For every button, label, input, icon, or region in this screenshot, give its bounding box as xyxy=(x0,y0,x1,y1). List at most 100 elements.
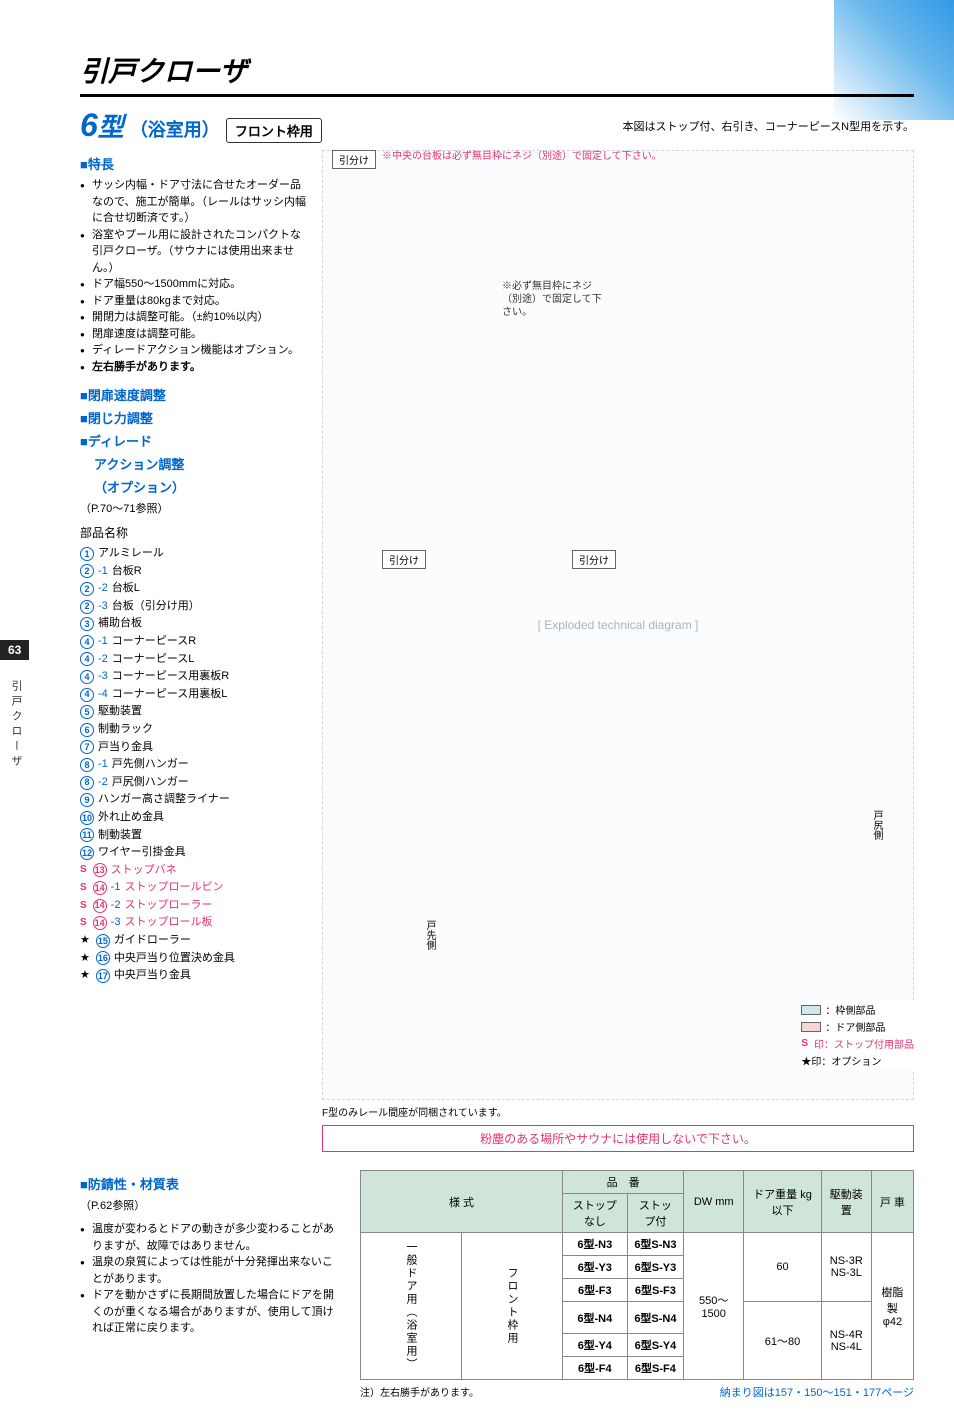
part-item: S14-2 ストップローラー xyxy=(80,897,310,915)
weight-cell: 60 xyxy=(744,1233,822,1302)
drive-cell: NS-3R NS-3L xyxy=(821,1233,871,1302)
model-no-cell: 6型-Y3 xyxy=(563,1256,628,1279)
legend-frame-text: ：枠側部品 xyxy=(825,1002,875,1017)
top-note: 本図はストップ付、右引き、コーナーピースN型用を示す。 xyxy=(622,118,914,134)
part-label: 制動装置 xyxy=(98,827,142,845)
parts-list: 1 アルミレール2-1 台板R2-2 台板L2-3 台板（引分け用）3 補助台板… xyxy=(80,545,310,985)
model-no-cell: 6型-Y4 xyxy=(563,1334,628,1357)
dw-cell: 550〜1500 xyxy=(684,1233,744,1380)
feature-item: 浴室やプール用に設計されたコンパクトな引戸クローザ。（サウナには使用出来ません。… xyxy=(80,227,310,277)
part-item: S13 ストップバネ xyxy=(80,862,310,880)
model-stop-cell: 6型S-N4 xyxy=(627,1302,684,1334)
legend-frame-swatch xyxy=(801,1005,821,1015)
part-sub: -1 xyxy=(98,756,108,774)
material-note: ドアを動かさずに長期間放置した場合にドアを開くのが重くなる場合がありますが、使用… xyxy=(80,1287,340,1337)
part-item: ★17 中央戸当り金具 xyxy=(80,967,310,985)
spec-table: 様 式 品 番 DW mm ドア重量 kg以下 駆動装置 戸 車 ストップなし … xyxy=(360,1170,914,1380)
part-number-circle: 4 xyxy=(80,688,94,702)
part-sub: -2 xyxy=(98,651,108,669)
part-item: ★15 ガイドローラー xyxy=(80,932,310,950)
style-cell-1: 一般ドア用（浴室用） xyxy=(361,1233,462,1380)
part-label: 駆動装置 xyxy=(98,703,142,721)
adjust-heading-2: ■閉じ力調整 xyxy=(80,408,310,427)
part-item: 2-3 台板（引分け用） xyxy=(80,598,310,616)
model-stop-cell: 6型S-F4 xyxy=(627,1357,684,1380)
part-item: 10 外れ止め金具 xyxy=(80,809,310,827)
features-list: サッシ内幅・ドア寸法に合せたオーダー品なので、施工が簡単。（レールはサッシ内幅に… xyxy=(80,177,310,375)
s-mark-icon: S xyxy=(80,898,87,914)
hikiwake-label-2: 引分け xyxy=(382,550,426,569)
part-label: 戸当り金具 xyxy=(98,739,153,757)
part-item: 2-2 台板L xyxy=(80,580,310,598)
part-label: ストップロールピン xyxy=(124,879,223,897)
part-number-circle: 2 xyxy=(80,582,94,596)
th-partno: 品 番 xyxy=(563,1171,684,1194)
legend-door-swatch xyxy=(801,1022,821,1032)
center-note-red: ※中央の台板は必ず無目枠にネジ（別途）で固定して下さい。 xyxy=(382,150,662,163)
part-label: ガイドローラー xyxy=(114,932,191,950)
adjust-heading-3b: アクション調整 xyxy=(94,454,310,473)
part-item: S14-1 ストップロールピン xyxy=(80,879,310,897)
th-nostop: ストップなし xyxy=(563,1194,628,1233)
model-no-cell: 6型-F4 xyxy=(563,1357,628,1380)
part-label: 補助台板 xyxy=(98,615,142,633)
th-drive: 駆動装置 xyxy=(821,1171,871,1233)
part-sub: -3 xyxy=(98,598,108,616)
parts-title: 部品名称 xyxy=(80,524,310,541)
part-number-circle: 17 xyxy=(96,969,110,983)
page-container: 引戸クローザ 6型 （浴室用） フロント枠用 本図はストップ付、右引き、コーナー… xyxy=(0,0,954,1424)
part-item: 7 戸当り金具 xyxy=(80,739,310,757)
s-mark-icon: S xyxy=(80,880,87,896)
star-icon: ★ xyxy=(80,967,90,985)
model-no-cell: 6型-N3 xyxy=(563,1233,628,1256)
material-note: 温泉の泉質によっては性能が十分発揮出来ないことがあります。 xyxy=(80,1254,340,1287)
part-number-circle: 14 xyxy=(93,899,107,913)
star-icon: ★ xyxy=(80,950,90,968)
material-notes: 温度が変わるとドアの動きが多少変わることがありますが、故障ではありません。温泉の… xyxy=(80,1221,340,1337)
model-stop-cell: 6型S-Y3 xyxy=(627,1256,684,1279)
left-column: ■特長 サッシ内幅・ドア寸法に合せたオーダー品なので、施工が簡単。（レールはサッ… xyxy=(80,150,310,1152)
part-sub: -2 xyxy=(98,774,108,792)
part-number-circle: 2 xyxy=(80,564,94,578)
part-label: 台板（引分け用） xyxy=(112,598,200,616)
adjust-heading-3: ■ディレード xyxy=(80,431,310,450)
exploded-diagram: [ Exploded technical diagram ] 引分け ※中央の台… xyxy=(322,150,914,1100)
part-item: 4-1 コーナーピースR xyxy=(80,633,310,651)
part-number-circle: 8 xyxy=(80,776,94,790)
part-label: ストップローラー xyxy=(124,897,212,915)
hikiwake-label-3: 引分け xyxy=(572,550,616,569)
part-label: ワイヤー引掛金具 xyxy=(98,844,186,862)
part-label: ストップロール板 xyxy=(124,914,212,932)
model-no-cell: 6型-N4 xyxy=(563,1302,628,1334)
feature-item: ドア幅550〜1500mmに対応。 xyxy=(80,276,310,293)
feature-item: ディレードアクション機能はオプション。 xyxy=(80,342,310,359)
adjust-heading-1: ■閉扉速度調整 xyxy=(80,385,310,404)
part-label: ストップバネ xyxy=(111,862,177,880)
material-section: ■防錆性・材質表 （P.62参照） 温度が変わるとドアの動きが多少変わることがあ… xyxy=(80,1170,340,1400)
part-number-circle: 12 xyxy=(80,846,94,860)
drive-cell: NS-4R NS-4L xyxy=(821,1302,871,1380)
table-row: 一般ドア用（浴室用）フロント枠用6型-N36型S-N3550〜150060NS-… xyxy=(361,1233,914,1256)
part-number-circle: 5 xyxy=(80,705,94,719)
th-weight: ドア重量 kg以下 xyxy=(744,1171,822,1233)
feature-item: サッシ内幅・ドア寸法に合せたオーダー品なので、施工が簡単。（レールはサッシ内幅に… xyxy=(80,177,310,227)
part-number-circle: 3 xyxy=(80,617,94,631)
part-sub: -4 xyxy=(98,686,108,704)
th-dw: DW mm xyxy=(684,1171,744,1233)
feature-item: 左右勝手があります。 xyxy=(80,359,310,376)
features-heading: ■特長 xyxy=(80,154,310,173)
part-number-circle: 16 xyxy=(96,951,110,965)
hikiwake-label-1: 引分け xyxy=(332,150,376,169)
adjust-ref: （P.70〜71参照） xyxy=(80,500,310,516)
legend: ：枠側部品 ：ドア側部品 S印：ストップ付用部品 ★印：オプション xyxy=(801,1000,914,1070)
part-number-circle: 13 xyxy=(93,863,107,877)
part-item: 2-1 台板R xyxy=(80,563,310,581)
weight-cell: 61〜80 xyxy=(744,1302,822,1380)
model-stop-cell: 6型S-Y4 xyxy=(627,1334,684,1357)
th-withstop: ストップ付 xyxy=(627,1194,684,1233)
table-footnote: 注）左右勝手があります。 xyxy=(360,1384,479,1400)
legend-s-mark: S xyxy=(801,1038,808,1049)
model-usage: （浴室用） xyxy=(130,116,220,142)
part-label: 制動ラック xyxy=(98,721,153,739)
legend-stop-text: 印：ストップ付用部品 xyxy=(814,1036,914,1051)
